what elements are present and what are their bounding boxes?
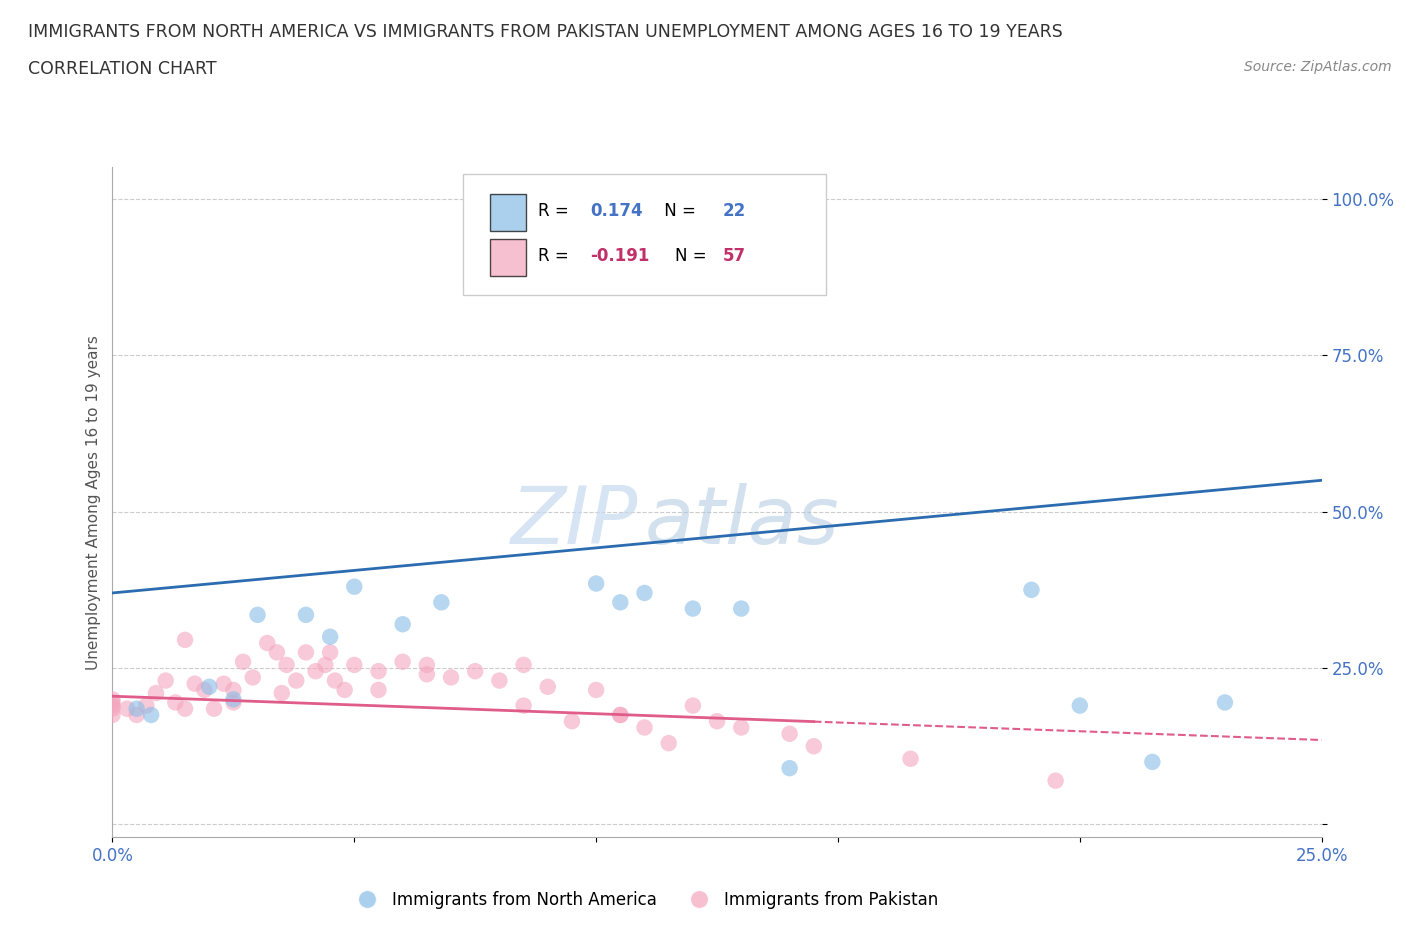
- Point: [633, 586, 655, 601]
- Point: [609, 708, 631, 723]
- Point: [183, 676, 205, 691]
- Point: [115, 701, 138, 716]
- Point: [222, 695, 245, 710]
- Point: [270, 685, 292, 700]
- Text: N =: N =: [675, 246, 711, 265]
- Point: [333, 683, 356, 698]
- Point: [343, 658, 366, 672]
- Point: [391, 655, 413, 670]
- Point: [512, 698, 534, 713]
- Point: [1142, 754, 1164, 769]
- Text: atlas: atlas: [644, 484, 839, 562]
- Point: [430, 595, 453, 610]
- Point: [416, 667, 439, 682]
- Point: [256, 635, 278, 650]
- Point: [803, 738, 825, 753]
- Point: [585, 683, 607, 698]
- Point: [367, 664, 389, 679]
- Point: [682, 601, 704, 616]
- Y-axis label: Unemployment Among Ages 16 to 19 years: Unemployment Among Ages 16 to 19 years: [86, 335, 101, 670]
- Point: [174, 701, 197, 716]
- Text: N =: N =: [659, 202, 702, 219]
- Point: [537, 680, 560, 695]
- Point: [125, 708, 148, 723]
- Point: [416, 658, 439, 672]
- Point: [682, 698, 704, 713]
- Point: [512, 658, 534, 672]
- Point: [367, 683, 389, 698]
- Point: [730, 720, 752, 735]
- Point: [343, 579, 366, 594]
- Point: [222, 683, 245, 698]
- Point: [202, 701, 225, 716]
- Text: IMMIGRANTS FROM NORTH AMERICA VS IMMIGRANTS FROM PAKISTAN UNEMPLOYMENT AMONG AGE: IMMIGRANTS FROM NORTH AMERICA VS IMMIGRA…: [28, 23, 1063, 41]
- Point: [319, 644, 342, 659]
- Point: [537, 222, 560, 237]
- Point: [900, 751, 922, 766]
- Point: [304, 664, 326, 679]
- Point: [609, 595, 631, 610]
- Point: [779, 761, 801, 776]
- Point: [706, 714, 728, 729]
- Text: 57: 57: [723, 246, 747, 265]
- Text: ZIP: ZIP: [512, 484, 638, 562]
- Point: [1045, 773, 1067, 788]
- Point: [145, 685, 167, 700]
- Point: [266, 644, 288, 659]
- Point: [165, 695, 187, 710]
- Point: [295, 607, 318, 622]
- FancyBboxPatch shape: [489, 194, 526, 231]
- Point: [101, 698, 124, 713]
- Point: [101, 708, 124, 723]
- Point: [561, 714, 583, 729]
- Point: [101, 695, 124, 710]
- Point: [391, 617, 413, 631]
- Point: [295, 644, 318, 659]
- Point: [609, 708, 631, 723]
- Point: [101, 701, 124, 716]
- FancyBboxPatch shape: [489, 239, 526, 276]
- Text: R =: R =: [538, 202, 574, 219]
- Point: [730, 601, 752, 616]
- Point: [232, 655, 254, 670]
- Point: [125, 701, 148, 716]
- Point: [193, 683, 215, 698]
- Point: [585, 576, 607, 591]
- Point: [198, 680, 221, 695]
- Point: [1213, 695, 1236, 710]
- Text: R =: R =: [538, 246, 574, 265]
- Point: [285, 673, 308, 688]
- Point: [141, 708, 163, 723]
- Point: [488, 210, 510, 225]
- Text: CORRELATION CHART: CORRELATION CHART: [28, 60, 217, 78]
- Point: [314, 658, 336, 672]
- Point: [440, 670, 463, 684]
- Point: [323, 673, 346, 688]
- Point: [464, 664, 486, 679]
- FancyBboxPatch shape: [463, 174, 825, 295]
- Point: [319, 630, 342, 644]
- Point: [222, 692, 245, 707]
- Point: [155, 673, 177, 688]
- Point: [135, 698, 157, 713]
- Legend: Immigrants from North America, Immigrants from Pakistan: Immigrants from North America, Immigrant…: [344, 884, 945, 916]
- Text: -0.191: -0.191: [591, 246, 650, 265]
- Text: 22: 22: [723, 202, 747, 219]
- Point: [276, 658, 298, 672]
- Point: [246, 607, 269, 622]
- Point: [633, 720, 655, 735]
- Point: [242, 670, 264, 684]
- Point: [488, 673, 510, 688]
- Point: [212, 676, 235, 691]
- Text: Source: ZipAtlas.com: Source: ZipAtlas.com: [1244, 60, 1392, 74]
- Text: 0.174: 0.174: [591, 202, 643, 219]
- Point: [658, 736, 681, 751]
- Point: [1069, 698, 1091, 713]
- Point: [101, 692, 124, 707]
- Point: [1021, 582, 1043, 597]
- Point: [779, 726, 801, 741]
- Point: [174, 632, 197, 647]
